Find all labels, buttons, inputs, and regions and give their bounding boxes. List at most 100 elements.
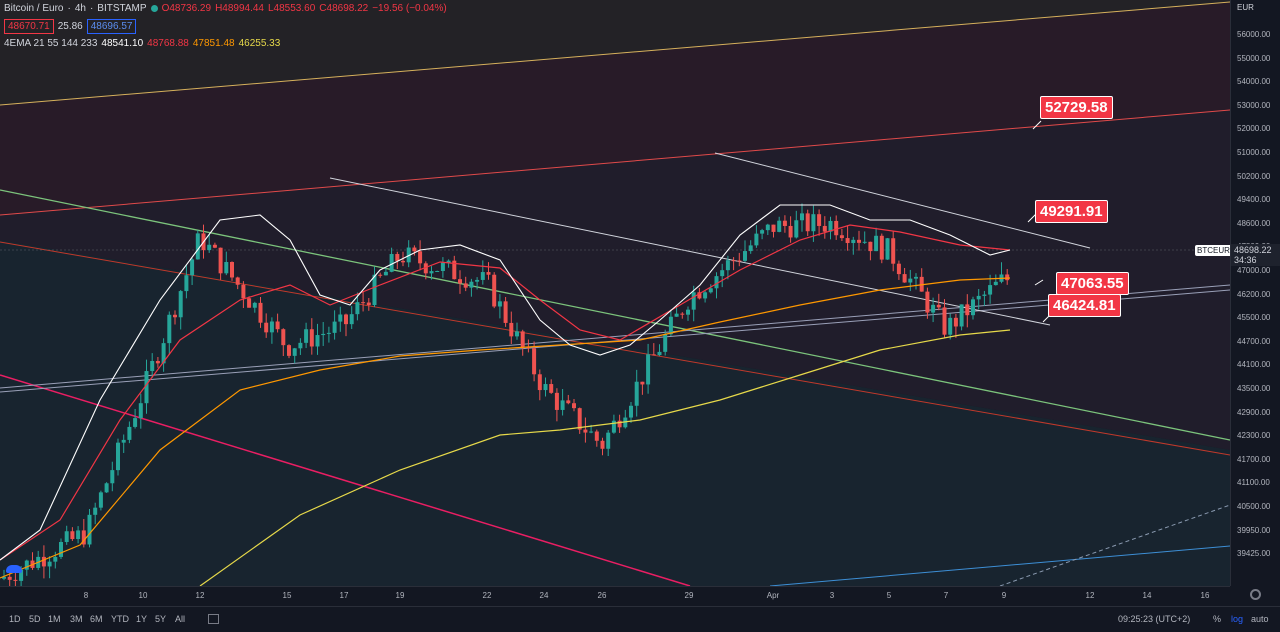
range-button[interactable]: All [175, 614, 186, 624]
bid-price[interactable]: 48670.71 [4, 19, 54, 34]
log-toggle[interactable]: log [1231, 614, 1244, 624]
candle-body [161, 343, 166, 364]
candle-body [805, 213, 810, 232]
range-button[interactable]: 1M [48, 614, 61, 624]
candle-body [321, 333, 326, 336]
candle-body [287, 345, 291, 356]
chart-canvas[interactable] [0, 0, 1230, 586]
price-tick: 41700.00 [1237, 454, 1271, 464]
candle-body [503, 301, 508, 323]
candle-body [976, 295, 981, 300]
price-tick: 39950.00 [1237, 525, 1271, 535]
candle-body [332, 321, 337, 333]
candle-body [412, 247, 417, 252]
price-tick: 44100.00 [1237, 360, 1271, 370]
price-axis[interactable]: EUR 56000.00 55000.00 54000.00 53000.00 5200… [1230, 0, 1280, 586]
price-tick: 51000.00 [1237, 148, 1271, 157]
candle-body [822, 225, 827, 232]
candle-body [269, 321, 274, 333]
symbol-legend[interactable]: Bitcoin / Euro · 4h · BITSTAMP O48736.29… [4, 3, 447, 14]
candle-body [971, 299, 975, 316]
candle-body [463, 283, 468, 288]
currency-label: EUR [1237, 3, 1254, 12]
candle-body [383, 271, 388, 276]
candle-body [800, 213, 804, 221]
candle-body [1005, 274, 1010, 281]
time-tick: 15 [282, 591, 292, 600]
candle-body [446, 260, 451, 263]
bottom-toolbar: 1D 5D 1M 3M 6M YTD 1Y 5Y All 09:25:23 (UTC+2) % … [0, 606, 1280, 632]
auto-toggle[interactable]: auto [1251, 614, 1269, 624]
candle-body [338, 314, 343, 322]
time-axis[interactable]: 8 10 12 15 17 19 22 24 26 29 Apr 3 5 7 9 12 14 16 [0, 586, 1230, 606]
candle-body [794, 220, 799, 238]
time-tick: 7 [943, 591, 949, 600]
candle-body [64, 531, 69, 543]
candle-body [782, 220, 787, 226]
candle-body [914, 276, 918, 279]
percent-toggle[interactable]: % [1213, 614, 1222, 624]
candle-body [515, 331, 519, 337]
candle-body [486, 272, 491, 275]
chart-area[interactable]: Bitcoin / Euro · 4h · BITSTAMP O48736.29… [0, 0, 1230, 586]
candle-body [378, 274, 383, 276]
ask-price[interactable]: 48696.57 [86, 19, 137, 34]
range-button[interactable]: 5D [29, 614, 41, 624]
candle-body [634, 381, 639, 406]
ema233-value: 46255.33 [238, 38, 281, 49]
price-tick: 43500.00 [1237, 384, 1271, 393]
price-tick: 44700.00 [1237, 336, 1271, 346]
price-tick: 41100.00 [1237, 478, 1270, 488]
price-tick: 55000.00 [1237, 53, 1271, 63]
candle-body [885, 238, 890, 260]
candle-body [13, 579, 18, 581]
candle-body [708, 288, 713, 293]
price-tick: 49400.00 [1237, 195, 1271, 205]
candle-body [304, 329, 309, 343]
candle-body [908, 278, 913, 283]
candle-body [264, 322, 269, 333]
candle-body [720, 270, 725, 277]
candle-body [640, 381, 645, 385]
ema-legend[interactable]: 4EMA 21 55 144 233 48541.10 48768.88 478… [4, 38, 280, 49]
range-button[interactable]: 1D [9, 614, 21, 624]
candle-body [948, 317, 953, 335]
candle-body [691, 292, 696, 310]
date-range-icon[interactable] [208, 614, 219, 624]
range-button[interactable]: 5Y [155, 614, 167, 624]
candle-body [121, 439, 126, 443]
range-button[interactable]: YTD [111, 614, 129, 624]
candle-body [862, 241, 867, 243]
candle-body [401, 260, 405, 263]
time-tick: 5 [886, 591, 892, 600]
candle-body [138, 403, 143, 419]
candle-body [788, 225, 793, 238]
range-button[interactable]: 1Y [136, 614, 148, 624]
candle-body [218, 247, 223, 274]
candle-body [2, 576, 6, 579]
candle-body [127, 426, 132, 440]
price-tick: 54000.00 [1237, 77, 1271, 87]
candle-body [184, 275, 189, 292]
candle-body [81, 530, 86, 545]
candle-body [566, 400, 571, 404]
price-tick: 42900.00 [1237, 407, 1271, 417]
symbol-name: Bitcoin / Euro [4, 3, 64, 14]
candle-body [942, 307, 947, 335]
cloud-icon[interactable] [6, 565, 22, 573]
candle-body [668, 316, 673, 335]
candle-body [851, 239, 856, 244]
candle-body [680, 313, 685, 315]
range-button[interactable]: 6M [90, 614, 103, 624]
candle-body [452, 260, 457, 280]
candle-body [230, 262, 234, 278]
settings-gear-icon[interactable] [1250, 589, 1261, 600]
ohlc-high: H48994.44 [215, 3, 264, 14]
time-tick: 8 [83, 591, 89, 600]
clock[interactable]: 09:25:23 (UTC+2) [1118, 614, 1191, 624]
candle-body [879, 235, 884, 260]
ema-label: 4EMA 21 55 144 233 [4, 38, 98, 49]
candle-body [834, 220, 839, 236]
candle-body [600, 440, 605, 449]
range-button[interactable]: 3M [70, 614, 83, 624]
